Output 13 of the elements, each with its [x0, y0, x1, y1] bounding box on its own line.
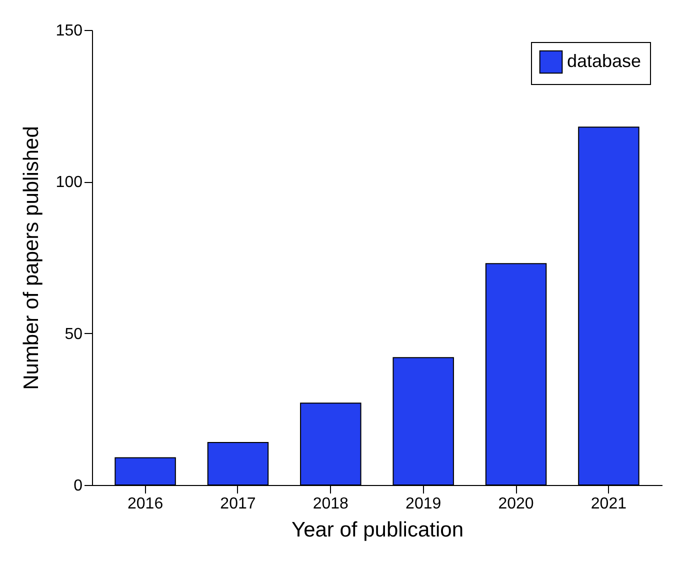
x-tick-label: 2019 — [406, 496, 442, 512]
y-tick-label: 0 — [74, 478, 83, 494]
x-tick-label: 2018 — [312, 496, 349, 512]
x-tick-label: 2016 — [127, 496, 164, 512]
y-axis-title: Number of papers published — [20, 126, 43, 390]
x-tick-label: 2021 — [590, 496, 627, 512]
x-axis-title: Year of publication — [291, 518, 464, 542]
legend-label: database — [567, 51, 642, 71]
y-tick-label: 150 — [56, 22, 83, 40]
y-tick-label: 50 — [64, 326, 83, 343]
x-tick-label: 2020 — [498, 496, 534, 512]
x-tick-label: 2017 — [220, 496, 256, 512]
y-tick-label: 100 — [56, 174, 83, 192]
